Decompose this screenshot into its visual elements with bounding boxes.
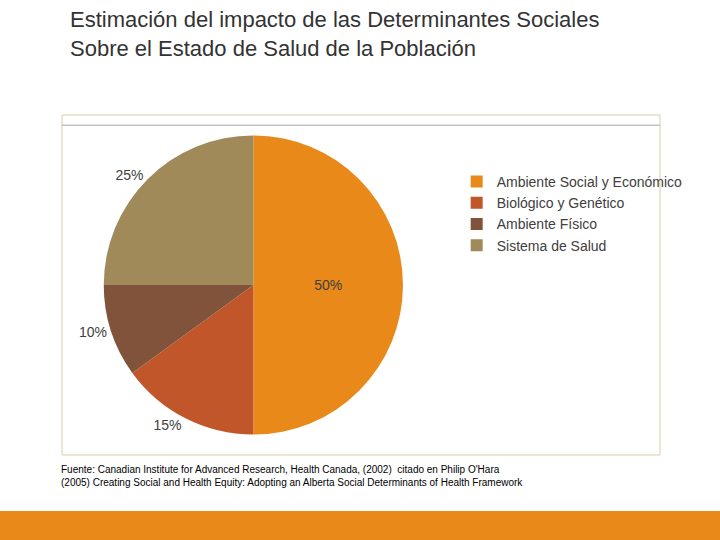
svg-text:25%: 25% [116,167,144,183]
svg-text:Ambiente Físico: Ambiente Físico [497,216,598,232]
svg-text:50%: 50% [314,277,342,293]
svg-text:Sistema de Salud: Sistema de Salud [497,238,607,254]
svg-text:15%: 15% [153,417,181,433]
svg-text:10%: 10% [79,324,107,340]
svg-text:Estimación del impacto de las: Estimación del impacto de las Determinan… [70,7,599,61]
svg-text:Ambiente Social y Económico: Ambiente Social y Económico [497,174,682,190]
svg-text:Biológico y Genético: Biológico y Genético [497,195,625,211]
svg-text:Fuente: Canadian Institute for: Fuente: Canadian Institute for Advanced … [61,464,523,488]
